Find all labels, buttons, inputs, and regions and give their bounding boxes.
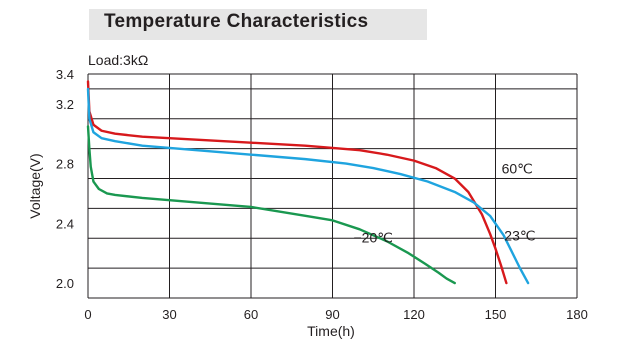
x-tick-label: 0 bbox=[84, 307, 91, 322]
y-tick-label: 2.8 bbox=[56, 157, 74, 172]
x-tick-labels: 0 30 60 90 120 150 180 bbox=[84, 307, 587, 322]
series-annotation: 23℃ bbox=[504, 228, 535, 244]
y-tick-labels: 2.0 2.4 2.8 3.2 3.4 bbox=[56, 67, 74, 291]
series-annotation: −20℃ bbox=[354, 230, 393, 246]
x-tick-label: 150 bbox=[485, 307, 507, 322]
title-background bbox=[89, 9, 427, 40]
y-tick-label: 3.2 bbox=[56, 97, 74, 112]
chart-title: Temperature Characteristics bbox=[104, 11, 369, 32]
x-axis-label: Time(h) bbox=[307, 323, 355, 339]
grid bbox=[87, 73, 578, 299]
series-lines bbox=[86, 80, 530, 285]
x-tick-label: 120 bbox=[403, 307, 425, 322]
x-tick-label: 90 bbox=[325, 307, 339, 322]
series-line bbox=[86, 125, 456, 285]
x-tick-label: 180 bbox=[566, 307, 588, 322]
y-tick-label: 3.4 bbox=[56, 67, 74, 82]
load-label: Load:3kΩ bbox=[88, 52, 148, 68]
series-line bbox=[86, 87, 530, 285]
y-tick-label: 2.0 bbox=[56, 276, 74, 291]
x-tick-label: 30 bbox=[162, 307, 176, 322]
y-tick-label: 2.4 bbox=[56, 216, 74, 231]
x-tick-label: 60 bbox=[244, 307, 258, 322]
series-annotation: 60℃ bbox=[502, 160, 533, 176]
series-line bbox=[86, 80, 508, 285]
y-axis-label: Voltage(V) bbox=[27, 153, 43, 218]
series-annotations: 60℃ 23℃ −20℃ bbox=[354, 160, 536, 245]
